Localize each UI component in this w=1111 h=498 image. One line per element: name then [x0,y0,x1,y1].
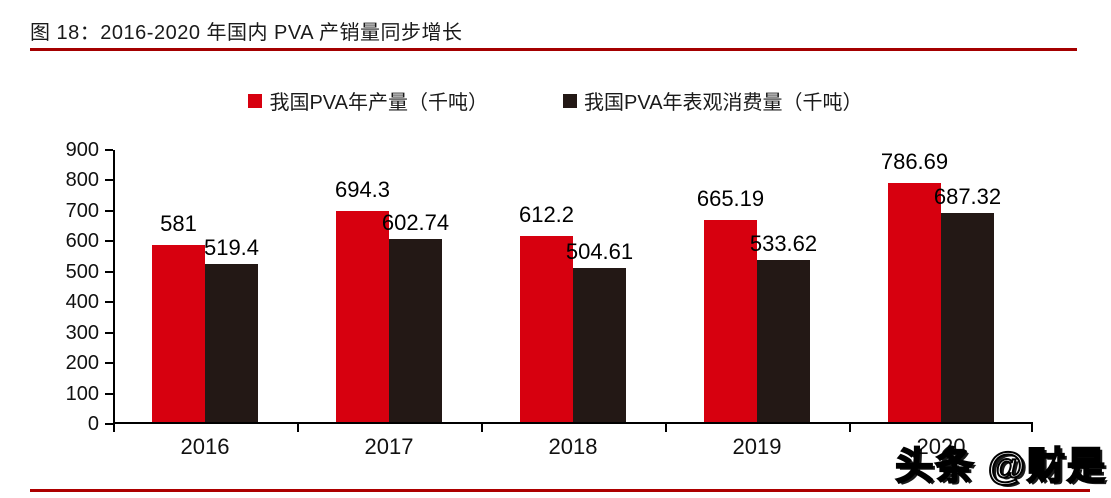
data-label-consumption-2017: 602.74 [381,209,450,235]
data-label-production-2016: 581 [160,211,197,237]
x-axis-label-2017: 2017 [364,434,414,459]
legend-item-production: 我国PVA年产量（千吨） [248,86,488,115]
bar-consumption-2017 [389,238,442,422]
y-axis-tick [105,392,113,395]
y-axis-tick-label: 800 [65,169,99,192]
x-axis-tick [297,424,299,432]
data-label-production-2019: 665.19 [696,185,765,211]
legend-label-consumption: 我国PVA年表观消费量（千吨） [584,92,863,114]
y-axis-tick-label: 200 [65,352,99,375]
bar-consumption-2016 [205,263,258,422]
bar-consumption-2018 [573,268,626,422]
legend-label-production: 我国PVA年产量（千吨） [269,92,488,114]
y-axis-tick-label: 900 [65,139,99,161]
x-axis-label-2020: 2020 [916,434,966,459]
bar-consumption-2020 [941,212,994,422]
y-axis-tick [105,270,113,273]
data-label-production-2020: 786.69 [880,148,949,174]
bar-production-2016 [152,245,205,422]
y-axis-tick-label: 500 [65,260,99,283]
y-axis-tick-label: 0 [87,413,99,435]
y-axis-line [113,150,115,424]
x-axis-label-2018: 2018 [548,434,598,459]
x-axis-tick [665,424,667,432]
figure-title: 图 18：2016-2020 年国内 PVA 产销量同步增长 [30,22,463,44]
y-axis-tick-label: 700 [65,199,99,222]
x-axis-tick [113,424,115,432]
y-axis-tick [105,209,113,212]
y-axis-tick [105,240,113,243]
bar-consumption-2019 [757,259,810,422]
legend-swatch-consumption-icon [563,93,577,108]
y-axis-tick [105,423,113,425]
y-axis-tick [105,179,113,182]
data-label-production-2017: 694.3 [334,176,391,202]
data-label-production-2018: 612.2 [518,201,575,227]
y-axis-tick [105,149,113,151]
y-axis-tick-label: 400 [65,291,99,314]
bar-production-2019 [704,219,757,422]
title-rule [30,48,1077,51]
bar-production-2020 [888,182,941,422]
y-axis-tick-label: 300 [65,321,99,344]
data-label-consumption-2018: 504.61 [565,239,634,265]
watermark: 头条 @财是 [894,445,1107,489]
x-axis-line [113,422,1033,424]
bar-production-2018 [520,235,573,422]
data-label-consumption-2016: 519.4 [203,234,260,260]
legend-swatch-production-icon [248,93,263,108]
bottom-rule [30,489,1090,492]
y-axis-tick-label: 100 [65,382,99,405]
bar-production-2017 [336,210,389,422]
data-label-consumption-2019: 533.62 [749,230,818,256]
data-label-consumption-2020: 687.32 [933,183,1002,209]
y-axis-tick [105,362,113,365]
x-axis-label-2019: 2019 [732,434,782,459]
chart-legend: 我国PVA年产量（千吨） 我国PVA年表观消费量（千吨） [0,86,1111,115]
y-axis-tick [105,331,113,334]
x-axis-tick [849,424,851,432]
y-axis-tick [105,301,113,304]
y-axis-tick-label: 600 [65,230,99,253]
bar-chart-plot: 0 100 200 300 400 500 600 700 800 900 581 519.4 2016… [66,139,1033,459]
x-axis-label-2016: 2016 [180,434,230,459]
x-axis-tick [1031,424,1033,432]
legend-item-consumption: 我国PVA年表观消费量（千吨） [563,86,863,115]
x-axis-tick [481,424,483,432]
